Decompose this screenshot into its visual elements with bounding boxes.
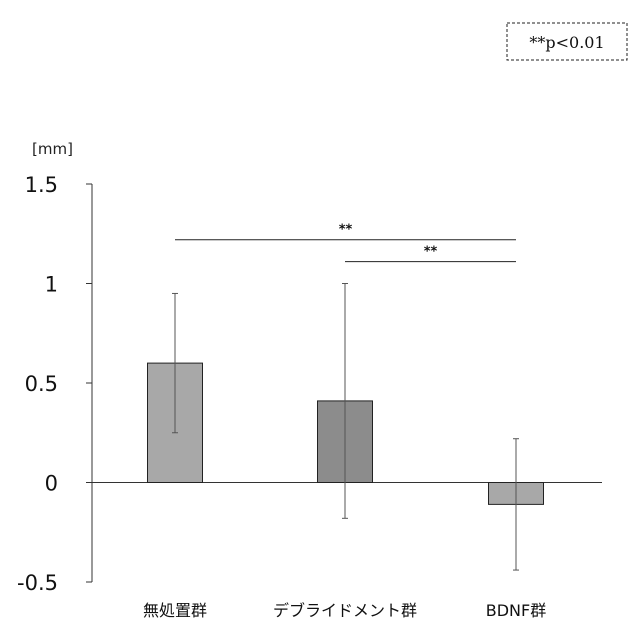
category-label: デブライドメント群 bbox=[273, 601, 417, 620]
legend-box: **p<0.01 bbox=[507, 23, 627, 60]
significance-label: ** bbox=[424, 245, 438, 260]
category-label: 無処置群 bbox=[143, 601, 207, 620]
y-tick-label: 1 bbox=[45, 273, 58, 297]
significance-label: ** bbox=[339, 223, 353, 238]
error-bars bbox=[172, 284, 519, 571]
legend-text: **p<0.01 bbox=[529, 33, 604, 52]
y-tick-label: -0.5 bbox=[17, 571, 58, 595]
y-tick-label: 1.5 bbox=[25, 173, 58, 197]
category-labels: 無処置群 デブライドメント群 BDNF群 bbox=[143, 601, 546, 620]
y-tick-label: 0.5 bbox=[25, 372, 58, 396]
category-label: BDNF群 bbox=[486, 601, 546, 620]
y-axis-unit: [mm] bbox=[32, 140, 73, 158]
y-tick-labels: 1.5 1 0.5 0 -0.5 bbox=[17, 173, 58, 595]
y-tick-label: 0 bbox=[45, 472, 58, 496]
significance-brackets: ** ** bbox=[175, 223, 516, 262]
